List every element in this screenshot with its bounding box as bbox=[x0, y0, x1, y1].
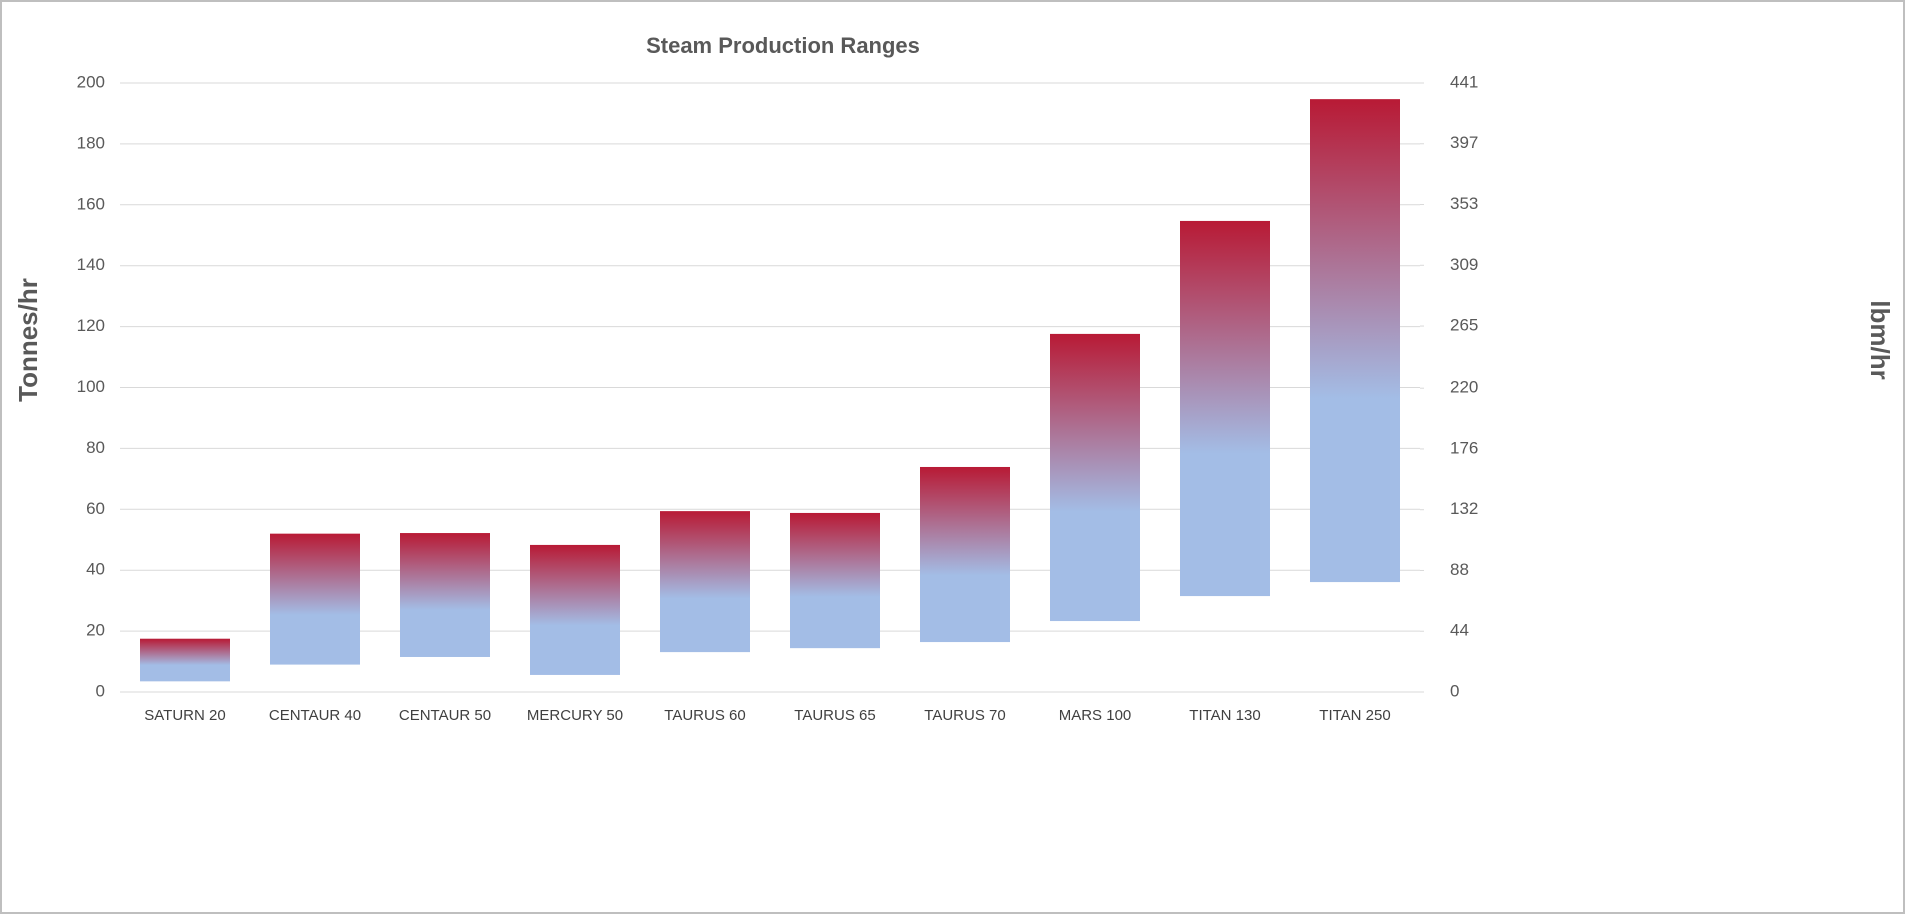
x-tick-label: SATURN 20 bbox=[144, 707, 225, 724]
y2-tick-label: 88 bbox=[1450, 560, 1469, 579]
y2-tick-label: 44 bbox=[1450, 621, 1469, 640]
x-tick-label: TAURUS 70 bbox=[924, 707, 1005, 724]
y-tick-label: 80 bbox=[86, 438, 105, 457]
x-tick-label: CENTAUR 50 bbox=[399, 707, 491, 724]
y2-tick-label: 397 bbox=[1450, 133, 1478, 152]
y-tick-label: 160 bbox=[77, 194, 105, 213]
bar bbox=[270, 533, 360, 665]
x-tick-label: MERCURY 50 bbox=[527, 707, 623, 724]
bar bbox=[1310, 99, 1400, 583]
x-tick-label: TITAN 130 bbox=[1189, 707, 1260, 724]
bar bbox=[660, 511, 750, 653]
y2-tick-label: 176 bbox=[1450, 438, 1478, 457]
y2-tick-label: 441 bbox=[1450, 72, 1478, 91]
x-tick-label: TAURUS 60 bbox=[664, 707, 745, 724]
y-tick-label: 180 bbox=[77, 133, 105, 152]
y2-tick-label: 0 bbox=[1450, 681, 1459, 700]
bar bbox=[400, 533, 490, 657]
y2-tick-label: 220 bbox=[1450, 378, 1478, 397]
x-tick-label: MARS 100 bbox=[1059, 707, 1132, 724]
y2-tick-label: 353 bbox=[1450, 194, 1478, 213]
bar bbox=[790, 512, 880, 649]
y-tick-label: 100 bbox=[77, 377, 105, 396]
y2-tick-label: 309 bbox=[1450, 255, 1478, 274]
bar bbox=[920, 466, 1010, 643]
x-tick-label: CENTAUR 40 bbox=[269, 707, 361, 724]
y-tick-label: 200 bbox=[77, 72, 105, 91]
y-tick-label: 20 bbox=[86, 621, 105, 640]
x-tick-label: TITAN 250 bbox=[1319, 707, 1390, 724]
bar bbox=[530, 544, 620, 675]
bar bbox=[140, 638, 230, 682]
bar bbox=[1180, 220, 1270, 597]
x-tick-label: TAURUS 65 bbox=[794, 707, 875, 724]
bar bbox=[1050, 333, 1140, 622]
y2-tick-label: 265 bbox=[1450, 316, 1478, 335]
y-tick-label: 120 bbox=[77, 316, 105, 335]
y2-axis-title: lbm/hr bbox=[1865, 300, 1895, 379]
y-axis-title: Tonnes/hr bbox=[13, 278, 43, 402]
y-tick-label: 0 bbox=[96, 681, 105, 700]
y-tick-label: 60 bbox=[86, 499, 105, 518]
y-tick-label: 140 bbox=[77, 255, 105, 274]
y-tick-label: 40 bbox=[86, 560, 105, 579]
chart-title: Steam Production Ranges bbox=[646, 33, 920, 58]
y2-tick-label: 132 bbox=[1450, 499, 1478, 518]
